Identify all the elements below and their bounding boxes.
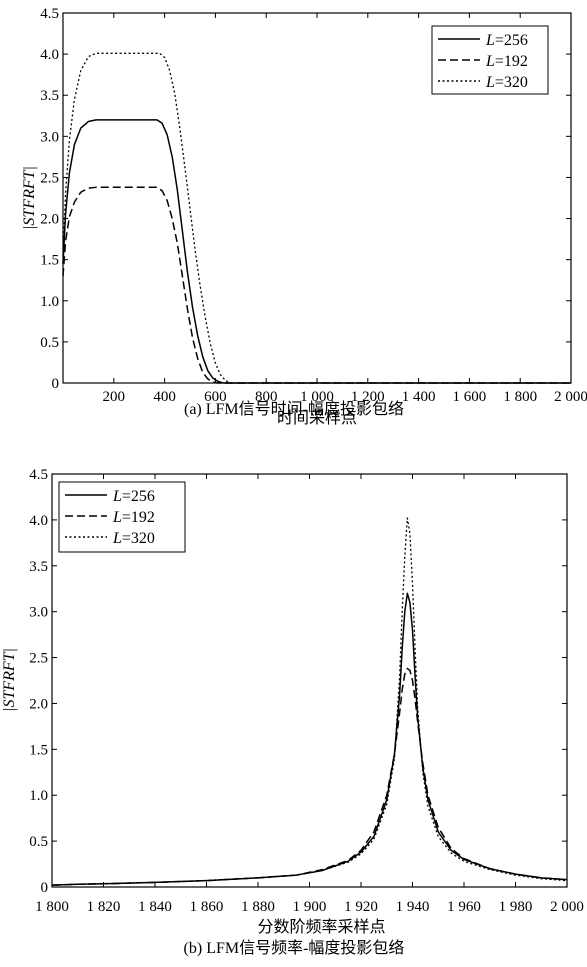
y-tick-label: 4.5 (40, 6, 59, 22)
series-line-192 (62, 186, 571, 384)
series-line-320 (62, 52, 571, 384)
y-tick-label: 3.5 (40, 88, 59, 104)
figure-caption: (a) LFM信号时间-幅度投影包络 (184, 399, 404, 418)
legend-entry: L=320 (485, 74, 528, 91)
legend-entry: L=192 (485, 53, 528, 70)
y-tick-label: 2.5 (29, 651, 48, 667)
x-axis-title: 分数阶频率采样点 (257, 918, 385, 936)
x-tick-label: 1 880 (241, 899, 275, 915)
y-tick-label: 4.0 (40, 47, 59, 63)
y-tick-label: 2.0 (40, 212, 59, 228)
x-tick-label: 1 960 (447, 899, 481, 915)
y-tick-label: 1.5 (40, 253, 59, 269)
legend-box (58, 481, 186, 553)
x-tick-label: 600 (204, 389, 227, 405)
x-tick-label: 1 200 (351, 389, 385, 405)
y-tick-label: 3.0 (40, 129, 59, 145)
y-tick-label: 0 (41, 880, 49, 896)
legend-entry: L=192 (112, 509, 155, 526)
y-tick-label: 3.5 (29, 559, 48, 575)
x-tick-label: 1 920 (344, 899, 378, 915)
figure-caption: (b) LFM信号频率-幅度投影包络 (184, 938, 405, 957)
series-line-256 (62, 119, 571, 384)
x-tick-label: 1 800 (35, 899, 69, 915)
x-tick-label: 2 000 (554, 389, 587, 405)
legend-entry: L=256 (485, 32, 528, 49)
y-tick-label: 4.5 (29, 467, 48, 483)
x-tick-label: 1 000 (300, 389, 334, 405)
y-axis-title: |STFRFT| (1, 648, 18, 712)
x-tick-label: 1 820 (87, 899, 121, 915)
series-line-320 (51, 517, 568, 886)
y-tick-label: 2.0 (29, 696, 48, 712)
x-tick-label: 1 900 (293, 899, 327, 915)
x-tick-label: 1 400 (402, 389, 436, 405)
x-axis-title: 时间采样点 (277, 409, 357, 427)
series-line-192 (51, 667, 568, 886)
x-tick-label: 1 940 (396, 899, 430, 915)
x-tick-label: 200 (103, 389, 126, 405)
y-tick-label: 3.0 (29, 605, 48, 621)
x-tick-label: 1 800 (503, 389, 537, 405)
y-tick-label: 1.5 (29, 742, 48, 758)
legend-entry: L=320 (112, 530, 155, 547)
y-tick-label: 0.5 (40, 335, 59, 351)
y-tick-label: 0 (52, 376, 60, 392)
x-tick-label: 400 (153, 389, 176, 405)
x-tick-label: 800 (255, 389, 278, 405)
x-tick-label: 1 980 (499, 899, 533, 915)
y-tick-label: 1.0 (40, 294, 59, 310)
x-tick-label: 1 600 (453, 389, 487, 405)
y-tick-label: 2.5 (40, 170, 59, 186)
y-tick-label: 0.5 (29, 834, 48, 850)
series-line-256 (51, 592, 568, 886)
chart-a: 0 0.5 1.0 1.5 2.0 2.5 3.0 3.5 4.0 4.5 200 400 600 800… (21, 6, 587, 427)
chart-b: 0 0.5 1.0 1.5 2.0 2.5 3.0 3.5 4.0 4.5 1 800 1 820 1 … (1, 467, 584, 957)
y-tick-label: 4.0 (29, 513, 48, 529)
legend-entry: L=256 (112, 488, 155, 505)
x-tick-label: 2 000 (550, 899, 584, 915)
y-tick-label: 1.0 (29, 788, 48, 804)
legend: L=256 L=192 L=320 (58, 481, 186, 553)
y-axis-title: |STFRFT| (21, 166, 38, 230)
legend: L=256 L=192 L=320 (431, 25, 549, 95)
x-tick-label: 1 860 (190, 899, 224, 915)
x-tick-label: 1 840 (138, 899, 172, 915)
